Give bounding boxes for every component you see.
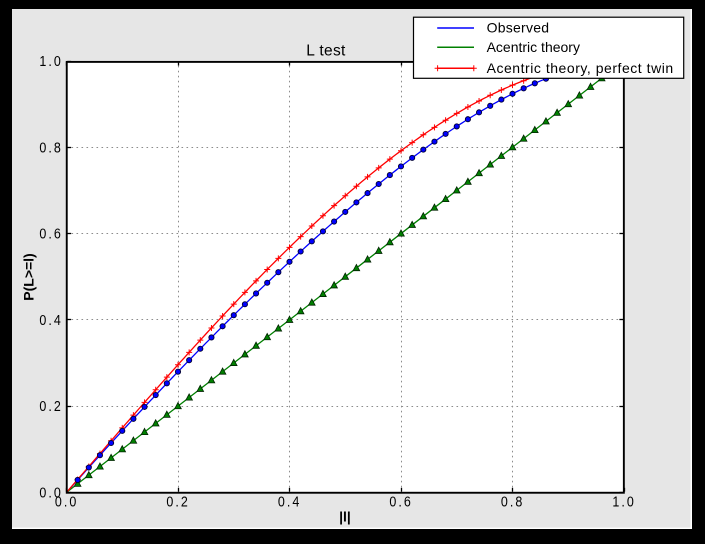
svg-text:.: . xyxy=(48,53,51,69)
svg-text:L test: L test xyxy=(306,43,346,60)
svg-text:4: 4 xyxy=(54,312,61,328)
svg-text:6: 6 xyxy=(54,226,61,242)
svg-text:.: . xyxy=(48,312,51,328)
svg-text:Acentric theory: Acentric theory xyxy=(487,39,580,55)
svg-text:.: . xyxy=(175,494,178,510)
svg-text:0: 0 xyxy=(166,494,173,510)
svg-text:0: 0 xyxy=(69,494,76,510)
svg-text:.: . xyxy=(48,398,51,414)
svg-text:0: 0 xyxy=(627,494,634,510)
svg-text:0: 0 xyxy=(278,494,285,510)
svg-text:.: . xyxy=(64,494,67,510)
svg-text:0: 0 xyxy=(39,312,46,328)
svg-text:2: 2 xyxy=(54,398,61,414)
svg-text:.: . xyxy=(48,485,51,501)
svg-text:Observed: Observed xyxy=(487,20,550,36)
svg-text:8: 8 xyxy=(515,494,522,510)
svg-text:.: . xyxy=(398,494,401,510)
svg-text:.: . xyxy=(510,494,513,510)
svg-text:0: 0 xyxy=(389,494,396,510)
svg-text:0: 0 xyxy=(39,139,46,155)
svg-text:6: 6 xyxy=(404,494,411,510)
svg-text:0: 0 xyxy=(39,226,46,242)
svg-text:0: 0 xyxy=(501,494,508,510)
svg-text:1: 1 xyxy=(612,494,619,510)
svg-text:1: 1 xyxy=(39,53,46,69)
svg-text:.: . xyxy=(48,226,51,242)
svg-text:0: 0 xyxy=(39,485,46,501)
svg-text:8: 8 xyxy=(54,139,61,155)
svg-text:Acentric theory, perfect twin: Acentric theory, perfect twin xyxy=(487,60,674,76)
svg-text:.: . xyxy=(621,494,624,510)
svg-text:.: . xyxy=(287,494,290,510)
svg-text:4: 4 xyxy=(292,494,299,510)
svg-text:0: 0 xyxy=(54,485,61,501)
svg-text:2: 2 xyxy=(181,494,188,510)
svg-text:0: 0 xyxy=(55,494,62,510)
svg-text:0: 0 xyxy=(39,398,46,414)
svg-text:0: 0 xyxy=(54,53,61,69)
svg-text:P(L>=l): P(L>=l) xyxy=(21,253,37,300)
svg-text:.: . xyxy=(48,139,51,155)
svg-text:|l|: |l| xyxy=(339,509,351,525)
